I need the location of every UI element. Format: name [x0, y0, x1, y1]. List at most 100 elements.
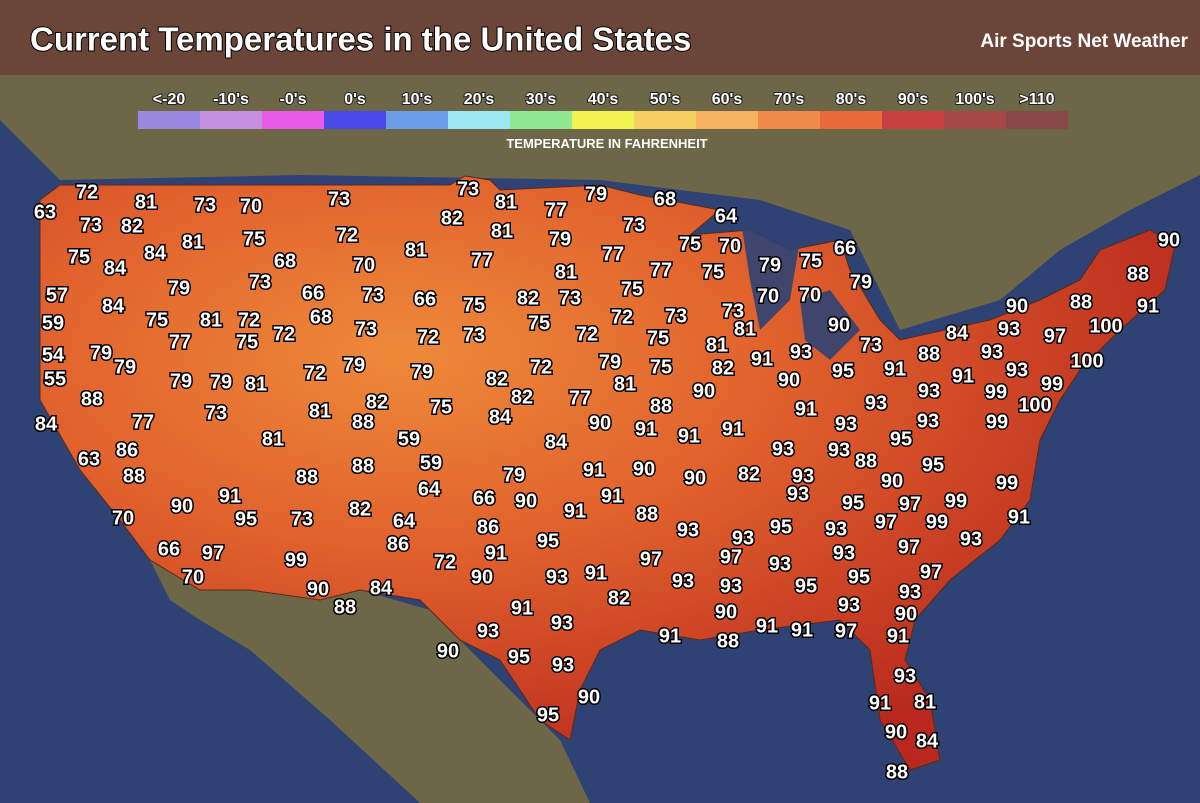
temperature-reading: 88	[918, 343, 940, 365]
temperature-reading: 84	[370, 577, 393, 599]
temperature-reading: 99	[996, 472, 1018, 494]
temperature-reading: 91	[722, 418, 744, 440]
temperature-reading: 93	[787, 483, 809, 505]
temperature-reading: 82	[366, 391, 388, 413]
temperature-reading: 84	[946, 322, 969, 344]
temperature-reading: 88	[352, 455, 374, 477]
temperature-reading: 82	[486, 368, 508, 390]
temperature-reading: 93	[917, 410, 939, 432]
temperature-reading: 91	[583, 459, 605, 481]
temperature-reading: 73	[457, 178, 479, 200]
temperature-reading: 93	[1006, 359, 1028, 381]
legend-swatch	[200, 111, 262, 129]
temperature-reading: 84	[102, 295, 125, 317]
temperature-reading: 70	[353, 254, 375, 276]
temperature-reading: 70	[719, 235, 741, 257]
temperature-reading: 72	[336, 224, 358, 246]
temperature-reading: 91	[952, 365, 974, 387]
temperature-reading: 81	[734, 318, 756, 340]
temperature-reading: 72	[304, 362, 326, 384]
temperature-reading: 97	[1044, 325, 1066, 347]
temperature-reading: 66	[414, 288, 436, 310]
temperature-reading: 86	[116, 439, 138, 461]
temperature-reading: 81	[405, 239, 427, 261]
temperature-reading: 75	[650, 356, 672, 378]
temperature-reading: 75	[236, 331, 258, 353]
temperature-reading: 90	[437, 640, 459, 662]
temperature-reading: 90	[684, 467, 706, 489]
brand: Air Sports Net Weather	[980, 31, 1188, 52]
temperature-reading: 95	[848, 566, 870, 588]
temperature-reading: 99	[945, 490, 967, 512]
temperature-reading: 75	[702, 261, 724, 283]
temperature-reading: 93	[769, 553, 791, 575]
temperature-reading: 97	[899, 493, 921, 515]
temperature-reading: 66	[473, 487, 495, 509]
legend-swatch	[758, 111, 820, 129]
temperature-reading: 93	[792, 465, 814, 487]
temperature-reading: 81	[555, 261, 577, 283]
temperature-reading: 82	[712, 357, 734, 379]
temperature-reading: 97	[720, 546, 742, 568]
temperature-reading: 93	[960, 528, 982, 550]
legend-swatch	[448, 111, 510, 129]
temperature-reading: 73	[291, 508, 313, 530]
temperature-reading: 84	[104, 257, 127, 279]
temperature-reading: 91	[485, 542, 507, 564]
legend-swatch	[262, 111, 324, 129]
temperature-reading: 81	[309, 400, 331, 422]
temperature-reading: 77	[569, 387, 591, 409]
legend-label: 40's	[588, 91, 619, 108]
header-band	[0, 0, 1200, 75]
legend-label: -10's	[213, 91, 249, 108]
temperature-reading: 75	[800, 250, 822, 272]
temperature-reading: 95	[537, 530, 559, 552]
temperature-reading: 88	[334, 596, 356, 618]
temperature-reading: 88	[650, 395, 672, 417]
temperature-reading: 73	[860, 334, 882, 356]
temperature-reading: 90	[471, 566, 493, 588]
temperature-reading: 79	[585, 183, 607, 205]
temperature-reading: 81	[914, 691, 936, 713]
legend-swatch	[572, 111, 634, 129]
temperature-reading: 93	[477, 620, 499, 642]
legend-label: >110	[1019, 91, 1054, 108]
temperature-reading: 75	[679, 233, 701, 255]
temperature-reading: 97	[835, 620, 857, 642]
temperature-reading: 79	[503, 464, 525, 486]
temperature-reading: 73	[722, 300, 744, 322]
legend-swatch	[696, 111, 758, 129]
temperature-reading: 68	[310, 306, 332, 328]
temperature-reading: 75	[647, 327, 669, 349]
temperature-reading: 79	[170, 370, 192, 392]
temperature-reading: 73	[463, 324, 485, 346]
temperature-reading: 93	[772, 438, 794, 460]
temperature-reading: 57	[46, 284, 68, 306]
temperature-reading: 91	[869, 692, 891, 714]
temperature-reading: 73	[665, 305, 687, 327]
temperature-reading: 90	[778, 369, 800, 391]
temperature-reading: 66	[834, 237, 856, 259]
temperature-reading: 84	[144, 242, 167, 264]
temperature-reading: 79	[168, 277, 190, 299]
temperature-reading: 59	[420, 452, 442, 474]
temperature-reading: 88	[717, 630, 739, 652]
legend-swatch	[634, 111, 696, 129]
temperature-reading: 64	[715, 205, 738, 227]
legend-swatch	[820, 111, 882, 129]
temperature-reading: 93	[672, 570, 694, 592]
temperature-reading: 97	[640, 548, 662, 570]
legend-label: 90's	[898, 91, 929, 108]
temperature-reading: 82	[517, 287, 539, 309]
temperature-reading: 88	[81, 388, 103, 410]
temperature-reading: 93	[838, 594, 860, 616]
legend-label: 30's	[526, 91, 557, 108]
temperature-reading: 72	[576, 323, 598, 345]
temperature-reading: 82	[121, 215, 143, 237]
temperature-reading: 72	[530, 356, 552, 378]
temperature-reading: 77	[471, 249, 493, 271]
legend-swatch	[510, 111, 572, 129]
temperature-reading: 93	[835, 413, 857, 435]
